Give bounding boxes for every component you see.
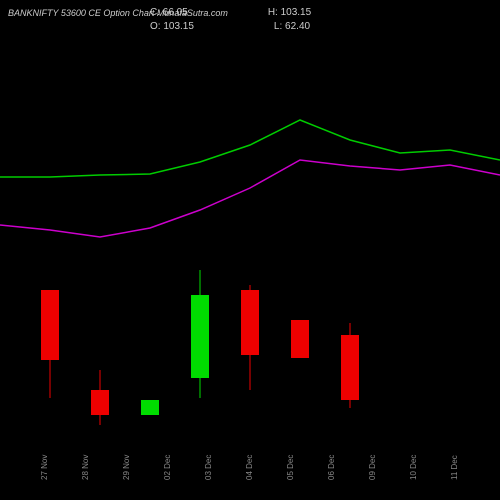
x-axis-label: 02 Dec	[163, 470, 208, 480]
candle-body	[91, 390, 109, 415]
x-axis-label: 28 Nov	[81, 470, 126, 480]
x-axis-label: 09 Dec	[368, 470, 413, 480]
candle-body	[41, 290, 59, 360]
x-axis-label: 10 Dec	[409, 470, 454, 480]
x-axis-label: 27 Nov	[40, 470, 85, 480]
x-axis-label: 05 Dec	[286, 470, 331, 480]
candle-body	[291, 320, 309, 358]
candle-body	[341, 335, 359, 400]
candle-body	[191, 295, 209, 378]
x-axis-label: 03 Dec	[204, 470, 249, 480]
x-axis-label: 29 Nov	[122, 470, 167, 480]
candle-body	[141, 400, 159, 415]
x-axis-label: 04 Dec	[245, 470, 290, 480]
candlestick-chart	[0, 0, 500, 500]
x-axis-label: 06 Dec	[327, 470, 372, 480]
x-axis-label: 11 Dec	[450, 470, 495, 480]
x-axis-labels: 27 Nov28 Nov29 Nov02 Dec03 Dec04 Dec05 D…	[25, 445, 475, 490]
candle-body	[241, 290, 259, 355]
